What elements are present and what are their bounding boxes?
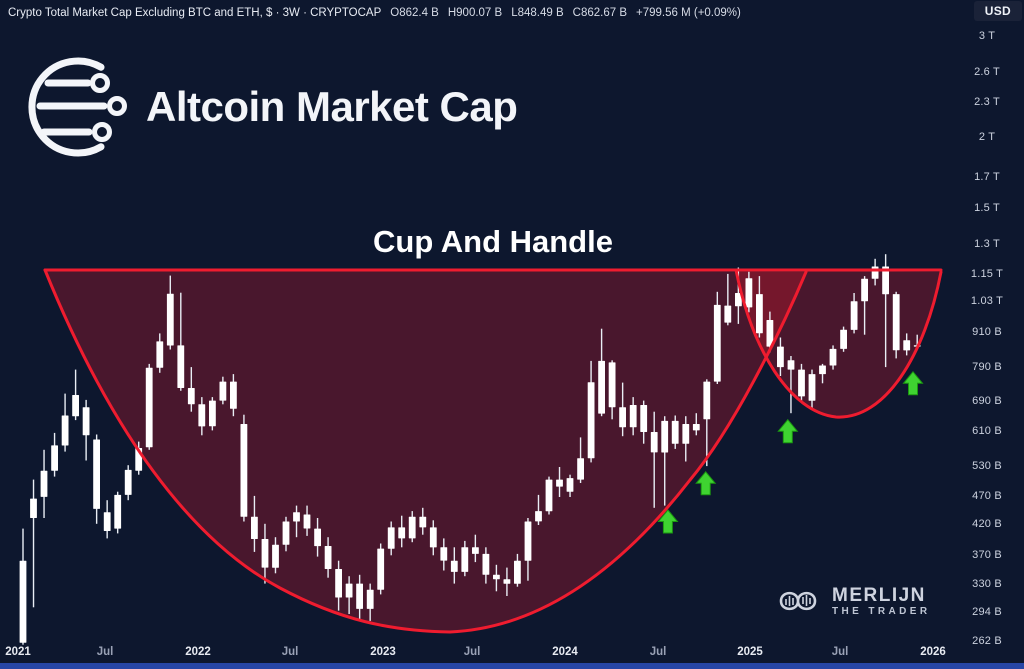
y-axis-label: 330 B bbox=[972, 577, 1002, 590]
y-axis-label: 470 B bbox=[972, 489, 1002, 502]
x-axis-label: Jul bbox=[649, 646, 667, 658]
x-axis-label: 2022 bbox=[185, 646, 211, 658]
altcoin-logo-icon bbox=[28, 57, 127, 157]
x-axis-label: Jul bbox=[463, 646, 481, 658]
ohlc-close: C862.67 B bbox=[572, 7, 627, 19]
ohlc-high: H900.07 B bbox=[447, 7, 503, 19]
up-arrow-marker bbox=[695, 471, 717, 496]
up-arrow-marker bbox=[777, 418, 799, 444]
pattern-label: Cup And Handle bbox=[373, 224, 613, 259]
y-axis-label: 1.03 T bbox=[970, 295, 1004, 308]
trader-watermark: MERLIJN THE TRADER bbox=[772, 580, 930, 622]
candlestick-series bbox=[19, 254, 921, 645]
symbol-title[interactable]: Crypto Total Market Cap Excluding BTC an… bbox=[8, 7, 382, 19]
price-axis[interactable]: 3 T 2.6 T 2.3 T 2 T 1.7 T 1.5 T 1.3 T 1.15 T 1.0… bbox=[950, 0, 1024, 647]
ohlc-open: O862.4 B bbox=[390, 7, 439, 19]
cup-and-handle-outline[interactable] bbox=[43, 268, 943, 634]
y-axis-label: 370 B bbox=[972, 549, 1002, 562]
y-axis-label: 790 B bbox=[972, 361, 1002, 374]
x-axis-label: 2021 bbox=[5, 646, 31, 658]
x-axis-label: Jul bbox=[831, 646, 849, 658]
y-axis-label: 1.5 T bbox=[974, 202, 1000, 214]
watermark-name: MERLIJN bbox=[832, 584, 926, 606]
up-arrow-marker bbox=[657, 509, 679, 534]
y-axis-label: 910 B bbox=[972, 326, 1002, 338]
x-axis-label: 2026 bbox=[920, 646, 946, 658]
time-axis[interactable]: 2021 Jul 2022 Jul 2023 Jul 2024 Jul 2025 Jul 2026 bbox=[0, 643, 1024, 663]
up-arrow-marker bbox=[902, 371, 924, 396]
currency-usd-button[interactable]: USD bbox=[973, 1, 1022, 21]
x-axis-label: 2023 bbox=[370, 646, 396, 658]
y-axis-label: 2.3 T bbox=[974, 95, 1000, 108]
y-axis-label: 2.6 T bbox=[974, 65, 1000, 78]
y-axis-label: 690 B bbox=[972, 394, 1002, 407]
x-axis-label: 2025 bbox=[737, 646, 763, 658]
y-axis-label: 1.3 T bbox=[974, 237, 1000, 250]
symbol-info-bar[interactable]: Crypto Total Market Cap Excluding BTC an… bbox=[8, 5, 741, 21]
watermark-subtitle: THE TRADER bbox=[832, 605, 931, 617]
bottom-accent-bar bbox=[0, 663, 1024, 669]
ohlc-low: L848.49 B bbox=[511, 7, 564, 19]
y-axis-label: 1.15 T bbox=[970, 267, 1004, 280]
y-axis-label: 2 T bbox=[978, 130, 996, 143]
x-axis-label: Jul bbox=[96, 646, 114, 658]
y-axis-label: 610 B bbox=[972, 425, 1002, 438]
y-axis-label: 294 B bbox=[972, 606, 1002, 619]
cup-and-handle-fill bbox=[45, 270, 941, 632]
x-axis-label: Jul bbox=[281, 646, 299, 658]
y-axis-label: 420 B bbox=[972, 517, 1002, 530]
brand-title: Altcoin Market Cap bbox=[146, 83, 518, 130]
y-axis-label: 262 B bbox=[972, 634, 1002, 647]
y-axis-label: 3 T bbox=[978, 30, 996, 42]
x-axis-label: 2024 bbox=[552, 646, 578, 658]
y-axis-label: 530 B bbox=[972, 460, 1002, 473]
merlijn-logo-icon bbox=[779, 591, 817, 611]
y-axis-label: 1.7 T bbox=[974, 170, 1000, 183]
brand-header: Altcoin Market Cap bbox=[26, 55, 518, 159]
ohlc-change: +799.56 M (+0.09%) bbox=[636, 7, 741, 19]
buy-signal-arrows[interactable] bbox=[657, 371, 924, 534]
